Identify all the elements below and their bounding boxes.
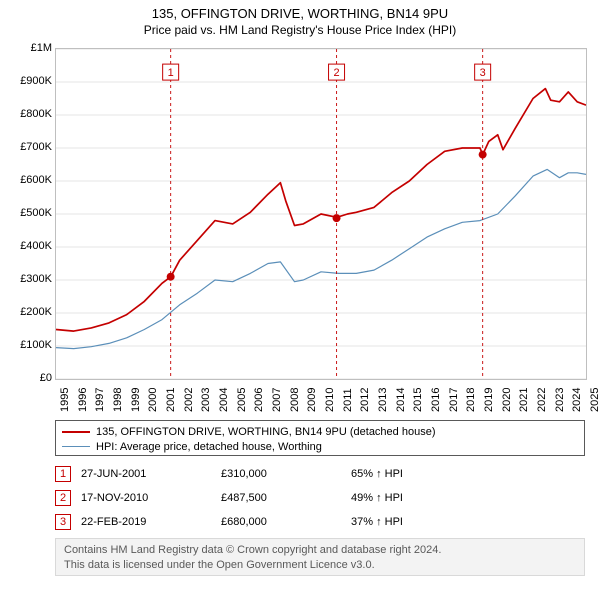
x-tick-label: 2021 <box>518 388 530 412</box>
x-tick-label: 2001 <box>165 388 177 412</box>
sale-date: 17-NOV-2010 <box>81 492 211 504</box>
sale-price: £680,000 <box>221 516 341 528</box>
y-tick-label: £200K <box>4 306 52 318</box>
svg-text:2: 2 <box>333 67 339 79</box>
x-tick-label: 1995 <box>59 388 71 412</box>
legend-swatch <box>62 446 90 447</box>
y-tick-label: £900K <box>4 75 52 87</box>
x-tick-label: 2010 <box>324 388 336 412</box>
sale-date: 22-FEB-2019 <box>81 516 211 528</box>
x-tick-label: 2003 <box>200 388 212 412</box>
footer-line-2: This data is licensed under the Open Gov… <box>64 558 576 573</box>
legend-item-hpi: HPI: Average price, detached house, Wort… <box>62 439 578 454</box>
sale-pct: 49% ↑ HPI <box>351 492 403 504</box>
chart-svg: 1 2 3 <box>56 49 586 379</box>
y-tick-label: £700K <box>4 141 52 153</box>
x-tick-label: 2007 <box>271 388 283 412</box>
attribution-footer: Contains HM Land Registry data © Crown c… <box>55 538 585 576</box>
x-tick-label: 2015 <box>412 388 424 412</box>
legend-label: 135, OFFINGTON DRIVE, WORTHING, BN14 9PU… <box>96 426 435 438</box>
legend-swatch <box>62 431 90 433</box>
title-line-1: 135, OFFINGTON DRIVE, WORTHING, BN14 9PU <box>0 6 600 23</box>
x-tick-label: 2008 <box>289 388 301 412</box>
x-tick-label: 2025 <box>589 388 600 412</box>
svg-text:3: 3 <box>480 67 486 79</box>
legend: 135, OFFINGTON DRIVE, WORTHING, BN14 9PU… <box>55 420 585 456</box>
y-tick-label: £800K <box>4 108 52 120</box>
svg-text:1: 1 <box>168 67 174 79</box>
x-tick-label: 2023 <box>554 388 566 412</box>
y-tick-label: £300K <box>4 273 52 285</box>
x-tick-label: 2018 <box>465 388 477 412</box>
x-tick-label: 1998 <box>112 388 124 412</box>
x-tick-label: 2002 <box>183 388 195 412</box>
title-line-2: Price paid vs. HM Land Registry's House … <box>0 23 600 39</box>
x-tick-label: 2019 <box>483 388 495 412</box>
y-tick-label: £400K <box>4 240 52 252</box>
plot-area: 1 2 3 <box>55 48 587 380</box>
x-tick-label: 1997 <box>94 388 106 412</box>
x-tick-label: 2022 <box>536 388 548 412</box>
sale-pct: 37% ↑ HPI <box>351 516 403 528</box>
x-tick-label: 2005 <box>236 388 248 412</box>
y-tick-label: £0 <box>4 372 52 384</box>
x-tick-label: 2013 <box>377 388 389 412</box>
x-tick-label: 1996 <box>77 388 89 412</box>
sale-price: £487,500 <box>221 492 341 504</box>
sale-row: 2 17-NOV-2010 £487,500 49% ↑ HPI <box>55 486 585 510</box>
sale-badge: 2 <box>55 490 71 506</box>
sale-price: £310,000 <box>221 468 341 480</box>
sale-badge: 1 <box>55 466 71 482</box>
y-tick-label: £500K <box>4 207 52 219</box>
sale-date: 27-JUN-2001 <box>81 468 211 480</box>
y-tick-label: £600K <box>4 174 52 186</box>
x-tick-label: 2024 <box>571 388 583 412</box>
y-tick-label: £1M <box>4 42 52 54</box>
x-tick-label: 2009 <box>306 388 318 412</box>
sale-pct: 65% ↑ HPI <box>351 468 403 480</box>
figure: 135, OFFINGTON DRIVE, WORTHING, BN14 9PU… <box>0 0 600 590</box>
legend-label: HPI: Average price, detached house, Wort… <box>96 441 322 453</box>
x-tick-label: 2004 <box>218 388 230 412</box>
title-block: 135, OFFINGTON DRIVE, WORTHING, BN14 9PU… <box>0 0 600 38</box>
sale-badge: 3 <box>55 514 71 530</box>
x-tick-label: 2020 <box>501 388 513 412</box>
y-tick-label: £100K <box>4 339 52 351</box>
x-tick-label: 2012 <box>359 388 371 412</box>
x-tick-label: 1999 <box>130 388 142 412</box>
x-tick-label: 2017 <box>448 388 460 412</box>
sale-row: 1 27-JUN-2001 £310,000 65% ↑ HPI <box>55 462 585 486</box>
x-tick-label: 2011 <box>342 388 354 412</box>
x-tick-label: 2014 <box>395 388 407 412</box>
x-tick-label: 2000 <box>147 388 159 412</box>
x-tick-label: 2016 <box>430 388 442 412</box>
sales-table: 1 27-JUN-2001 £310,000 65% ↑ HPI 2 17-NO… <box>55 462 585 534</box>
footer-line-1: Contains HM Land Registry data © Crown c… <box>64 543 576 558</box>
sale-row: 3 22-FEB-2019 £680,000 37% ↑ HPI <box>55 510 585 534</box>
legend-item-property: 135, OFFINGTON DRIVE, WORTHING, BN14 9PU… <box>62 424 578 439</box>
x-tick-label: 2006 <box>253 388 265 412</box>
